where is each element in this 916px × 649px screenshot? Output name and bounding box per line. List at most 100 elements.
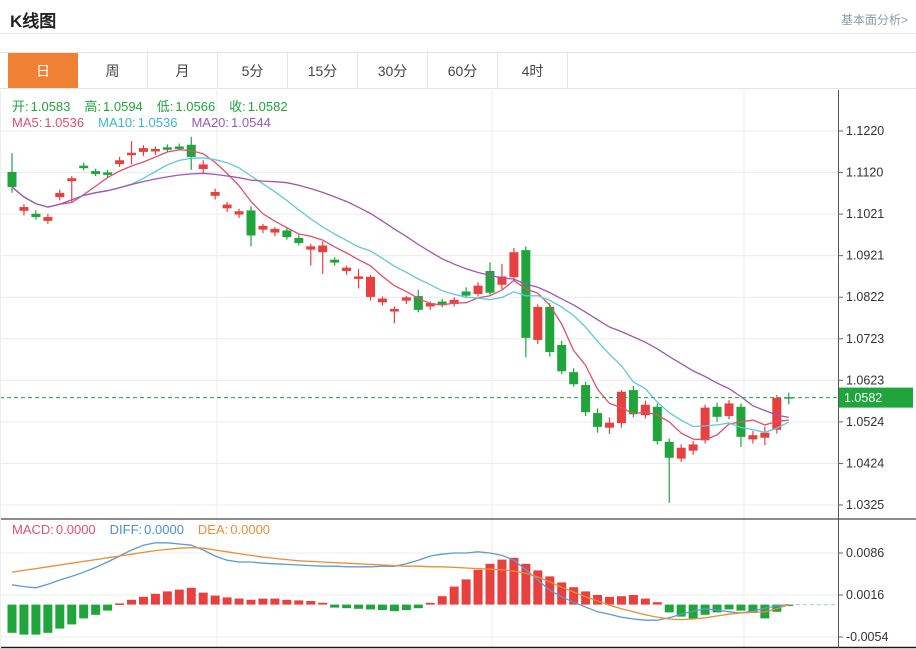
page-title: K线图 [10, 12, 57, 31]
candle-body [569, 372, 579, 385]
candle-body [533, 306, 543, 340]
candle-body [31, 213, 41, 218]
macd-axis-label: 0.0086 [846, 546, 884, 560]
price-axis-label: 1.1120 [846, 166, 883, 180]
price-axis-label: 1.0424 [846, 456, 884, 470]
candle-body [234, 211, 244, 215]
macd-bar [210, 595, 220, 605]
candle-body [55, 192, 65, 198]
macd-bar [342, 604, 352, 609]
macd-bar [712, 604, 722, 613]
price-axis-label: 1.0822 [846, 290, 884, 304]
candle-body [222, 204, 232, 209]
macd-bar [521, 563, 531, 605]
candle-body [581, 385, 591, 413]
macd-bar [628, 595, 638, 605]
ma10-line [11, 157, 790, 434]
fundamental-analysis-link[interactable]: 基本面分析> [840, 13, 908, 27]
macd-bar [449, 586, 459, 605]
candle-body [258, 225, 268, 230]
candle-body [150, 148, 160, 152]
tab-week[interactable]: 周 [78, 53, 148, 88]
macd-bar [616, 596, 626, 605]
macd-bar [736, 604, 746, 611]
candle-body [425, 303, 435, 307]
tab-30min[interactable]: 30分 [358, 53, 428, 88]
macd-bar [437, 596, 447, 605]
candle-body [688, 444, 698, 451]
candle-body [210, 192, 220, 196]
price-axis-label: 1.0723 [846, 332, 884, 346]
candle-body [724, 403, 734, 416]
candle-body [449, 299, 459, 305]
macd-bar [748, 604, 758, 613]
macd-bar [222, 597, 232, 605]
candle-body [115, 160, 125, 165]
tab-month[interactable]: 月 [148, 53, 218, 88]
candle-body [485, 270, 495, 293]
macd-bar [79, 604, 89, 619]
tab-60min[interactable]: 60分 [428, 53, 498, 88]
tab-15min[interactable]: 15分 [288, 53, 358, 88]
candle-body [162, 147, 172, 150]
current-price-tag [839, 387, 913, 408]
candle-body [103, 172, 113, 175]
candle-body [67, 178, 77, 182]
candle-body [605, 422, 614, 428]
macd-bar [401, 604, 411, 610]
candle-body [91, 171, 101, 175]
macd-bar [150, 593, 160, 605]
macd-bar [557, 582, 567, 605]
macd-bar [473, 569, 483, 605]
macd-bar [67, 604, 77, 625]
candle-body [282, 230, 292, 238]
macd-bar [605, 596, 614, 605]
candle-body [461, 291, 471, 296]
macd-bar [115, 603, 125, 605]
macd-bar [652, 602, 662, 605]
macd-bar [270, 598, 280, 605]
candle-body [628, 390, 638, 415]
diff-line [11, 542, 789, 621]
macd-bar [533, 570, 543, 605]
macd-bar [127, 599, 136, 605]
macd-bar [174, 589, 184, 605]
candle-body [246, 210, 256, 236]
candle-body [652, 406, 662, 442]
price-axis-label: 1.1021 [846, 207, 884, 221]
dea-line [11, 546, 789, 621]
price-axis-label: 1.0325 [846, 498, 884, 512]
candle-body [473, 285, 483, 294]
candle-body [497, 276, 507, 285]
candle-body [389, 309, 399, 312]
macd-bar [31, 604, 41, 635]
macd-bar [330, 604, 340, 608]
timeframe-tab-bar: 日周月 5分 15分 30分 60分 4时 [0, 52, 916, 89]
macd-bar [461, 579, 471, 605]
macd-bar [258, 598, 268, 605]
price-axis-label: 1.0921 [846, 249, 884, 263]
macd-bar [377, 604, 387, 610]
candle-body [270, 228, 280, 233]
candle-body [354, 276, 364, 279]
macd-bar [138, 596, 148, 605]
kline-chart-canvas[interactable]: 1.1220 1.1120 1.1021 1.0921 1.0822 1.0723 1.06… [0, 90, 916, 649]
candle-body [7, 171, 17, 187]
macd-bar [413, 604, 423, 609]
candles [7, 136, 794, 503]
candle-body [330, 259, 340, 263]
candle-body [700, 407, 710, 441]
chart-area[interactable]: 1.1220 1.1120 1.1021 1.0921 1.0822 1.0723 1.06… [0, 90, 916, 649]
macd-bar [282, 599, 292, 605]
tab-4hour[interactable]: 4时 [498, 53, 568, 88]
tab-day[interactable]: 日 [8, 53, 78, 88]
candle-body [521, 250, 531, 338]
macd-bar [55, 604, 65, 629]
candle-body [772, 398, 782, 430]
macd-bar [724, 604, 734, 610]
tab-5min[interactable]: 5分 [218, 53, 288, 88]
ma20-line [11, 172, 789, 419]
candle-body [784, 397, 794, 399]
candle-body [760, 432, 770, 438]
